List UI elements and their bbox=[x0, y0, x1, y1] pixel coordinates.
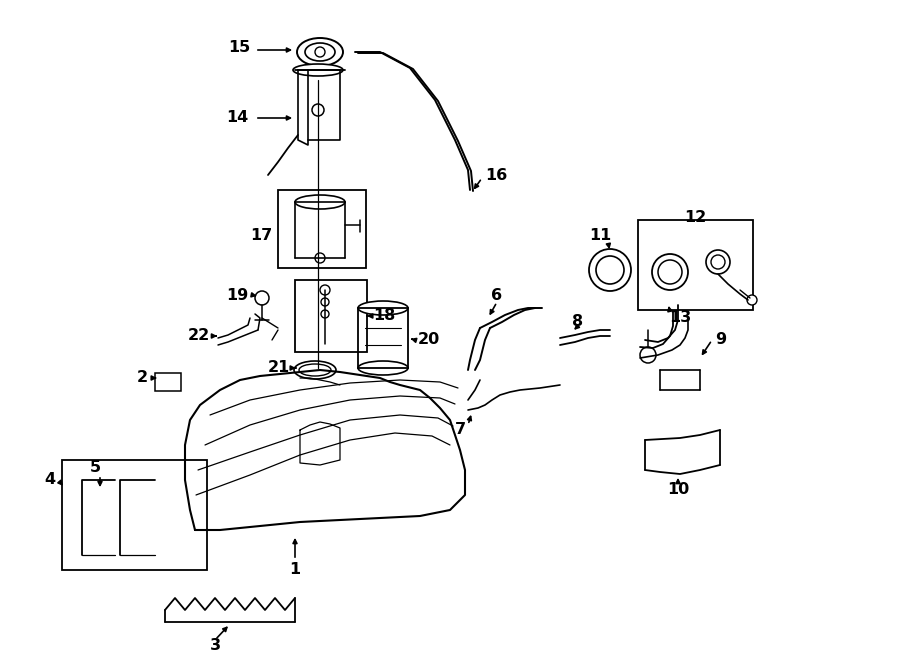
Bar bbox=[155, 373, 181, 391]
Text: 13: 13 bbox=[669, 311, 691, 325]
Ellipse shape bbox=[658, 260, 682, 284]
Text: 17: 17 bbox=[250, 227, 272, 243]
Bar bbox=[295, 280, 367, 352]
Text: 11: 11 bbox=[589, 227, 611, 243]
Text: 15: 15 bbox=[228, 40, 250, 56]
Text: 7: 7 bbox=[454, 422, 465, 438]
Ellipse shape bbox=[299, 364, 331, 376]
Ellipse shape bbox=[596, 256, 624, 284]
Ellipse shape bbox=[706, 250, 730, 274]
Ellipse shape bbox=[295, 195, 345, 209]
Text: 4: 4 bbox=[44, 473, 55, 488]
Text: 2: 2 bbox=[137, 371, 148, 385]
Text: 18: 18 bbox=[373, 309, 395, 323]
Ellipse shape bbox=[652, 254, 688, 290]
Circle shape bbox=[255, 291, 269, 305]
Text: 21: 21 bbox=[268, 360, 290, 375]
Ellipse shape bbox=[711, 255, 725, 269]
Ellipse shape bbox=[358, 361, 408, 375]
Text: 6: 6 bbox=[491, 288, 502, 303]
Circle shape bbox=[315, 253, 325, 263]
Circle shape bbox=[312, 104, 324, 116]
Ellipse shape bbox=[293, 64, 343, 76]
Text: 5: 5 bbox=[90, 461, 101, 475]
Text: 1: 1 bbox=[290, 563, 301, 578]
Ellipse shape bbox=[358, 301, 408, 315]
Circle shape bbox=[315, 47, 325, 57]
Text: 12: 12 bbox=[684, 210, 706, 225]
Circle shape bbox=[747, 295, 757, 305]
Circle shape bbox=[320, 285, 330, 295]
Circle shape bbox=[321, 310, 329, 318]
Bar bbox=[278, 190, 366, 268]
Ellipse shape bbox=[297, 38, 343, 66]
Text: 19: 19 bbox=[226, 288, 248, 303]
Text: 8: 8 bbox=[572, 315, 583, 329]
Text: 3: 3 bbox=[210, 637, 220, 652]
Circle shape bbox=[321, 298, 329, 306]
Circle shape bbox=[640, 347, 656, 363]
Bar bbox=[62, 460, 207, 570]
Ellipse shape bbox=[294, 361, 336, 379]
Text: 20: 20 bbox=[418, 332, 440, 348]
Ellipse shape bbox=[305, 43, 335, 61]
Ellipse shape bbox=[589, 249, 631, 291]
Text: 16: 16 bbox=[485, 167, 508, 182]
Text: 14: 14 bbox=[226, 110, 248, 126]
Text: 10: 10 bbox=[667, 483, 689, 498]
Bar bbox=[638, 220, 753, 310]
Text: 9: 9 bbox=[715, 332, 726, 348]
Text: 22: 22 bbox=[188, 329, 210, 344]
